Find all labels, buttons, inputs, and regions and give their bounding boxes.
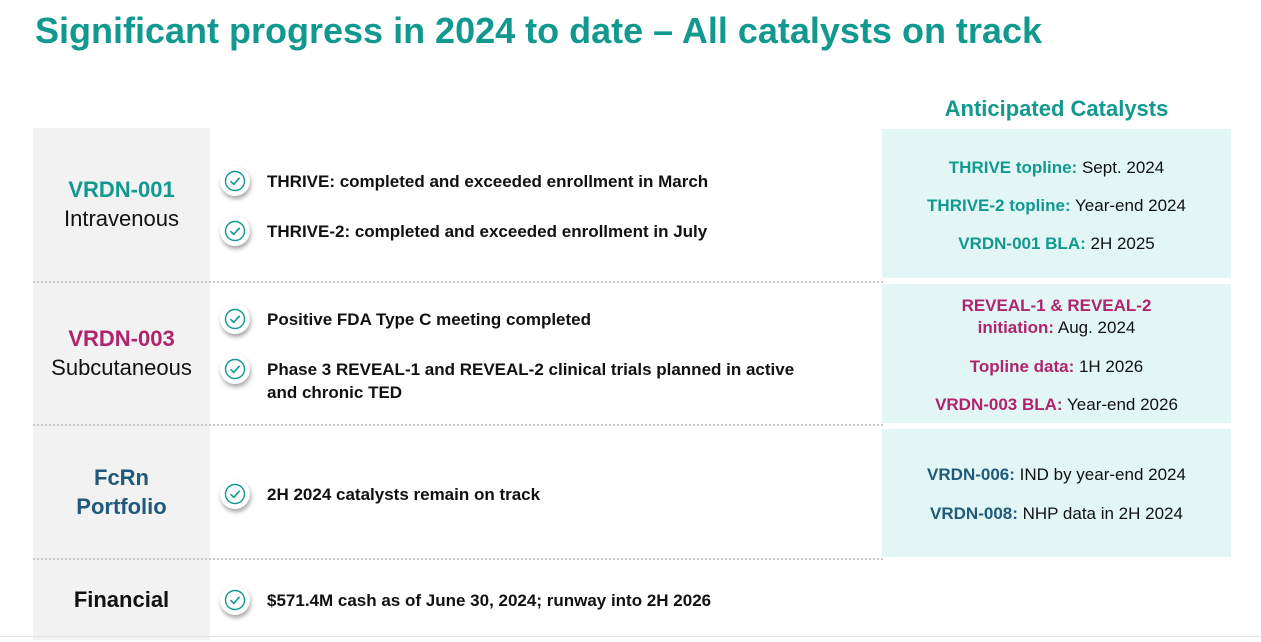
page-title: Significant progress in 2024 to date – A…: [35, 10, 1042, 51]
catalyst-line: VRDN-003 BLA: Year-end 2026: [882, 393, 1231, 416]
catalyst-key: initiation:: [977, 318, 1055, 337]
row-separator: [33, 558, 883, 560]
row-subtitle: Portfolio: [76, 494, 167, 519]
row-separator: [33, 424, 883, 426]
check-circle-icon: [220, 216, 250, 246]
catalyst-key: THRIVE topline:: [948, 158, 1078, 177]
check-circle-icon: [220, 304, 250, 334]
catalyst-value: Year-end 2024: [1070, 196, 1186, 215]
progress-item-text: Phase 3 REVEAL-1 and REVEAL-2 clinical t…: [267, 360, 795, 402]
catalyst-line: Topline data: 1H 2026: [882, 355, 1231, 378]
catalyst-value: NHP data in 2H 2024: [1017, 504, 1183, 523]
progress-item-text: $571.4M cash as of June 30, 2024; runway…: [267, 591, 712, 610]
catalyst-key: VRDN-006:: [927, 465, 1015, 484]
row-label-column: [33, 128, 210, 640]
row-name: VRDN-003: [68, 326, 175, 351]
progress-item: Phase 3 REVEAL-1 and REVEAL-2 clinical t…: [220, 354, 807, 404]
row-subtitle: Intravenous: [64, 206, 179, 231]
catalyst-box-fcrn: [882, 429, 1231, 557]
catalyst-key: REVEAL-1 & REVEAL-2: [961, 296, 1152, 315]
catalysts-header: Anticipated Catalysts: [944, 96, 1169, 121]
catalyst-value: 2H 2025: [1085, 234, 1155, 253]
check-circle-icon: [220, 354, 250, 384]
row-label-fcrn: FcRn Portfolio: [33, 425, 210, 559]
progress-item: THRIVE-2: completed and exceeded enrollm…: [220, 216, 807, 246]
catalyst-value: Aug. 2024: [1054, 318, 1136, 337]
footer-divider: [0, 636, 1261, 637]
progress-item: 2H 2024 catalysts remain on track: [220, 479, 807, 509]
catalyst-line: VRDN-008: NHP data in 2H 2024: [882, 502, 1231, 525]
catalyst-line: REVEAL-1 & REVEAL-2: [882, 294, 1231, 317]
catalyst-box-vrdn-001: [882, 129, 1231, 278]
catalyst-key: Topline data:: [969, 357, 1075, 376]
check-circle-icon: [220, 585, 250, 615]
catalyst-value: 1H 2026: [1074, 357, 1144, 376]
progress-item-text: THRIVE-2: completed and exceeded enrollm…: [267, 222, 708, 241]
row-name: FcRn: [94, 465, 149, 490]
catalyst-value: IND by year-end 2024: [1014, 465, 1186, 484]
catalyst-value: Sept. 2024: [1077, 158, 1165, 177]
check-circle-icon: [220, 479, 250, 509]
progress-item-text: Positive FDA Type C meeting completed: [267, 310, 592, 329]
row-separator: [33, 281, 883, 283]
row-label-vrdn-003: VRDN-003 Subcutaneous: [33, 282, 210, 424]
progress-item-text: 2H 2024 catalysts remain on track: [267, 485, 541, 504]
catalyst-key: VRDN-008:: [930, 504, 1018, 523]
catalyst-line: THRIVE-2 topline: Year-end 2024: [882, 194, 1231, 217]
progress-item-text: THRIVE: completed and exceeded enrollmen…: [267, 172, 709, 191]
catalyst-line: THRIVE topline: Sept. 2024: [882, 156, 1231, 179]
catalyst-value: Year-end 2026: [1062, 395, 1178, 414]
row-name: VRDN-001: [68, 177, 175, 202]
row-label-financial: Financial: [33, 560, 210, 638]
catalyst-key: VRDN-003 BLA:: [935, 395, 1063, 414]
catalyst-line: VRDN-006: IND by year-end 2024: [882, 463, 1231, 486]
catalyst-box-vrdn-003: [882, 284, 1231, 423]
row-name: Financial: [73, 586, 170, 612]
progress-item: Positive FDA Type C meeting completed: [220, 304, 807, 334]
progress-item: $571.4M cash as of June 30, 2024; runway…: [220, 585, 807, 615]
check-circle-icon: [220, 166, 250, 196]
progress-item: THRIVE: completed and exceeded enrollmen…: [220, 166, 807, 196]
catalyst-line: VRDN-001 BLA: 2H 2025: [882, 232, 1231, 255]
catalyst-line: initiation: Aug. 2024: [882, 316, 1231, 339]
catalyst-key: THRIVE-2 topline:: [927, 196, 1071, 215]
row-label-vrdn-001: VRDN-001 Intravenous: [33, 129, 210, 279]
row-subtitle: Subcutaneous: [51, 355, 192, 380]
catalyst-key: VRDN-001 BLA:: [958, 234, 1086, 253]
